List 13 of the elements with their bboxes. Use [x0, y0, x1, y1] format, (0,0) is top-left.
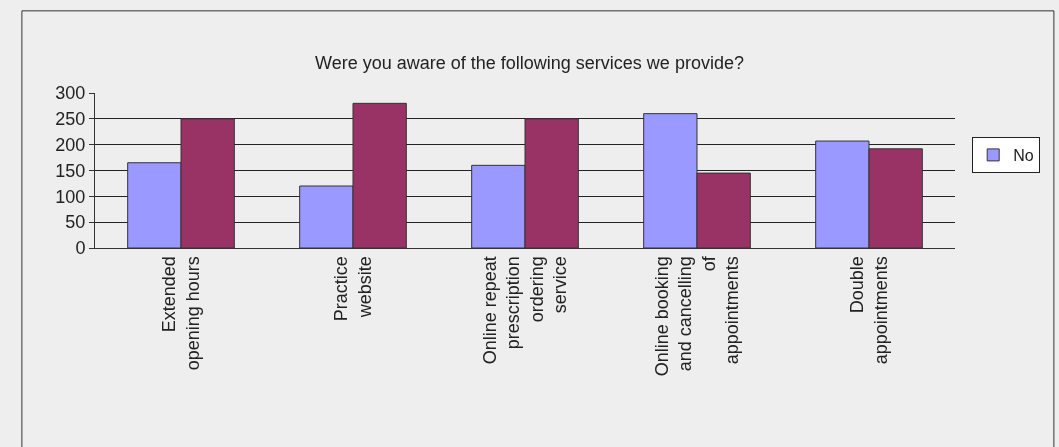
- x-tick-label: Practice website: [331, 256, 375, 322]
- y-tick-label: 200: [55, 134, 86, 155]
- y-tick-label: 250: [55, 109, 86, 130]
- y-tick-label: 50: [65, 212, 86, 233]
- x-tick-label: Extended opening hours: [159, 256, 203, 371]
- y-tick-label: 0: [75, 238, 86, 259]
- y-tick-label: 300: [55, 83, 86, 104]
- y-tick-label: 100: [55, 186, 86, 207]
- x-tick-label: Double appointments: [847, 256, 891, 365]
- y-tick-label: 150: [55, 160, 86, 181]
- x-tick-label: Online repeat prescription ordering service: [479, 256, 570, 365]
- legend-label: No: [1013, 147, 1034, 165]
- chart-title: Were you aware of the following services we provide?: [315, 52, 744, 73]
